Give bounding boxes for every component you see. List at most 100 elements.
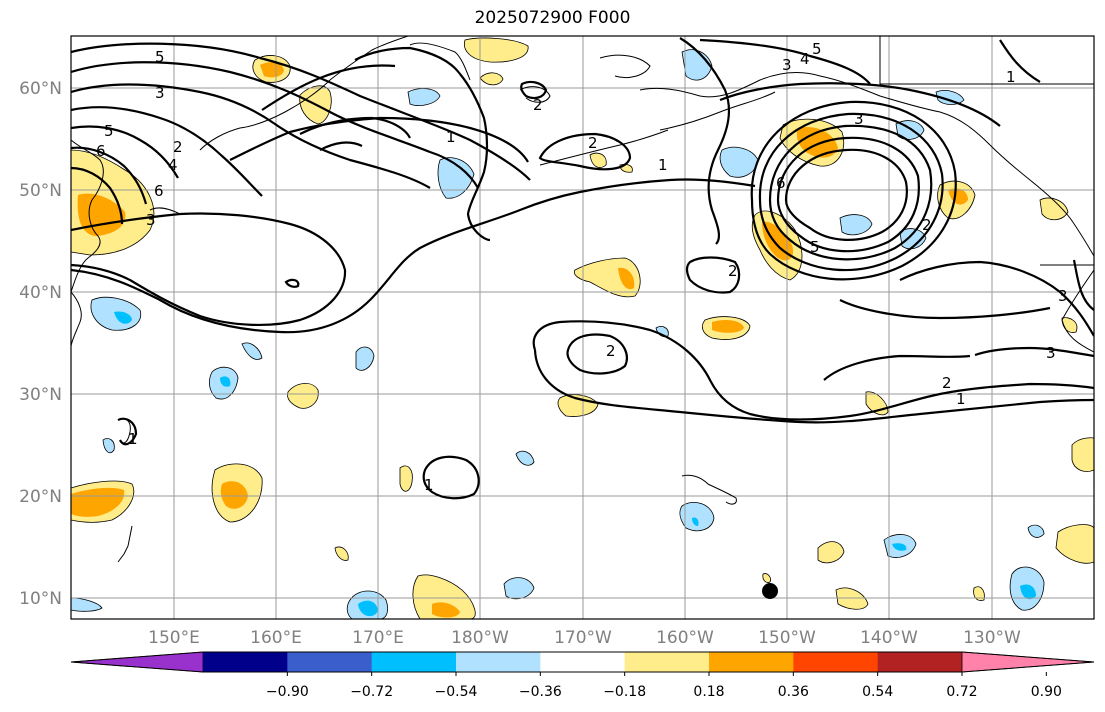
negative-anomaly-core <box>1020 584 1036 600</box>
longitude-labels: 150°E 160°E 170°E 180°W 170°W 160°W 150°… <box>148 628 1021 648</box>
positive-anomaly-core <box>260 62 284 78</box>
positive-anomaly <box>762 573 771 583</box>
contour-label: 1 <box>128 430 138 448</box>
positive-anomaly <box>1071 437 1094 472</box>
positive-anomaly <box>399 465 413 492</box>
contour-label: 5 <box>104 122 114 140</box>
negative-anomaly <box>935 90 965 105</box>
contour-label: 6 <box>96 142 106 160</box>
contour-label: 3 <box>146 211 156 229</box>
lat-label: 50°N <box>19 181 62 201</box>
map-frame <box>70 35 1095 620</box>
contour-label: 2 <box>922 216 932 234</box>
positive-anomaly-core <box>618 267 635 290</box>
contour-label: 1 <box>446 128 456 146</box>
contour-label: 3 <box>1046 344 1056 362</box>
negative-anomaly-core <box>892 543 907 551</box>
colorbar-segment <box>709 652 794 672</box>
lat-label: 40°N <box>19 283 62 303</box>
contour-label: 3 <box>155 84 165 102</box>
negative-anomaly <box>899 228 927 250</box>
contour-label: 2 <box>942 374 952 392</box>
negative-anomaly <box>515 450 535 466</box>
positive-anomaly <box>334 546 349 561</box>
lon-label: 130°W <box>963 628 1021 648</box>
contours <box>71 37 1094 500</box>
contour-label: 1 <box>1006 68 1016 86</box>
contour-label: 5 <box>812 40 822 58</box>
positive-anomaly <box>817 541 845 564</box>
contour-label: 5 <box>155 48 165 66</box>
negative-anomaly <box>102 438 115 454</box>
colorbar-tick-label: 0.54 <box>862 684 893 700</box>
colorbar-tick-label: 0.90 <box>1031 684 1062 700</box>
lon-label: 150°E <box>148 628 200 648</box>
contour-label: 2 <box>606 342 616 360</box>
lat-label: 10°N <box>19 589 62 609</box>
location-marker <box>762 583 778 599</box>
contour-label: 3 <box>1058 287 1068 305</box>
lon-label: 160°E <box>250 628 302 648</box>
map-title: 2025072900 F000 <box>474 8 631 28</box>
contour-label: 1 <box>658 156 668 174</box>
positive-anomaly-core <box>762 221 794 261</box>
colorbar-tick-label: 0.18 <box>693 684 724 700</box>
lat-label: 30°N <box>19 385 62 405</box>
colorbar-segment <box>877 652 963 672</box>
negative-anomaly <box>437 157 475 199</box>
contour-labels: 5 3 2 4 6 1 2 3 5 6 1 4 5 3 6 1 2 2 3 3 … <box>96 40 1068 494</box>
negative-anomaly <box>679 502 715 532</box>
colorbar-segment <box>203 652 288 672</box>
colorbar-segment <box>793 652 879 672</box>
contour-label: 2 <box>588 134 598 152</box>
positive-anomaly <box>573 257 641 298</box>
colorbar-tick-label: −0.90 <box>266 684 309 700</box>
negative-anomaly <box>407 88 441 106</box>
negative-anomaly <box>839 214 873 236</box>
negative-anomaly <box>241 342 263 360</box>
colorbar-tick-label: −0.18 <box>603 684 646 700</box>
contour-label: 6 <box>154 182 164 200</box>
negative-anomaly-core <box>692 517 699 526</box>
colorbar-segment <box>287 652 373 672</box>
colorbar-extend-min <box>70 651 204 673</box>
lon-label: 160°W <box>656 628 714 648</box>
lon-label: 170°W <box>554 628 612 648</box>
contour-label: 3 <box>782 56 792 74</box>
positive-anomaly-core <box>71 487 125 517</box>
positive-anomaly <box>287 383 319 409</box>
lat-label: 60°N <box>19 79 62 99</box>
positive-anomaly-core <box>948 188 968 205</box>
positive-anomaly-core <box>432 602 460 618</box>
positive-anomaly <box>1039 197 1069 221</box>
contour-label: 6 <box>776 174 786 192</box>
lon-label: 170°E <box>352 628 404 648</box>
colorbar: −0.90 −0.72 −0.54 −0.36 −0.18 0.18 0.36 0.54 0.7… <box>70 651 1095 700</box>
positive-anomaly <box>835 587 869 610</box>
lon-label: 150°W <box>758 628 816 648</box>
positive-anomaly <box>1055 524 1094 564</box>
negative-anomaly-core <box>114 311 132 324</box>
colorbar-tick-label: 0.36 <box>778 684 809 700</box>
contour-label: 5 <box>810 238 820 256</box>
lon-label: 140°W <box>860 628 918 648</box>
contour-label: 1 <box>424 476 434 494</box>
graticule <box>71 36 1094 619</box>
contour-label: 4 <box>800 50 810 68</box>
colorbar-segment <box>371 652 457 672</box>
contour-label: 2 <box>533 96 543 114</box>
colorbar-tick-label: 0.72 <box>946 684 977 700</box>
coastlines <box>71 36 1094 563</box>
negative-anomaly-core <box>358 600 378 617</box>
positive-anomaly-core <box>712 320 744 333</box>
positive-anomaly <box>589 152 607 168</box>
map-content: 5 3 2 4 6 1 2 3 5 6 1 4 5 3 6 1 2 2 3 3 … <box>71 36 1094 619</box>
negative-anomaly <box>719 146 759 178</box>
contour-label: 2 <box>173 138 183 156</box>
negative-anomaly-core <box>220 376 231 387</box>
negative-anomaly <box>71 597 103 612</box>
colorbar-segment <box>456 652 541 672</box>
contour-label: 3 <box>854 110 864 128</box>
colorbar-segment <box>624 652 710 672</box>
